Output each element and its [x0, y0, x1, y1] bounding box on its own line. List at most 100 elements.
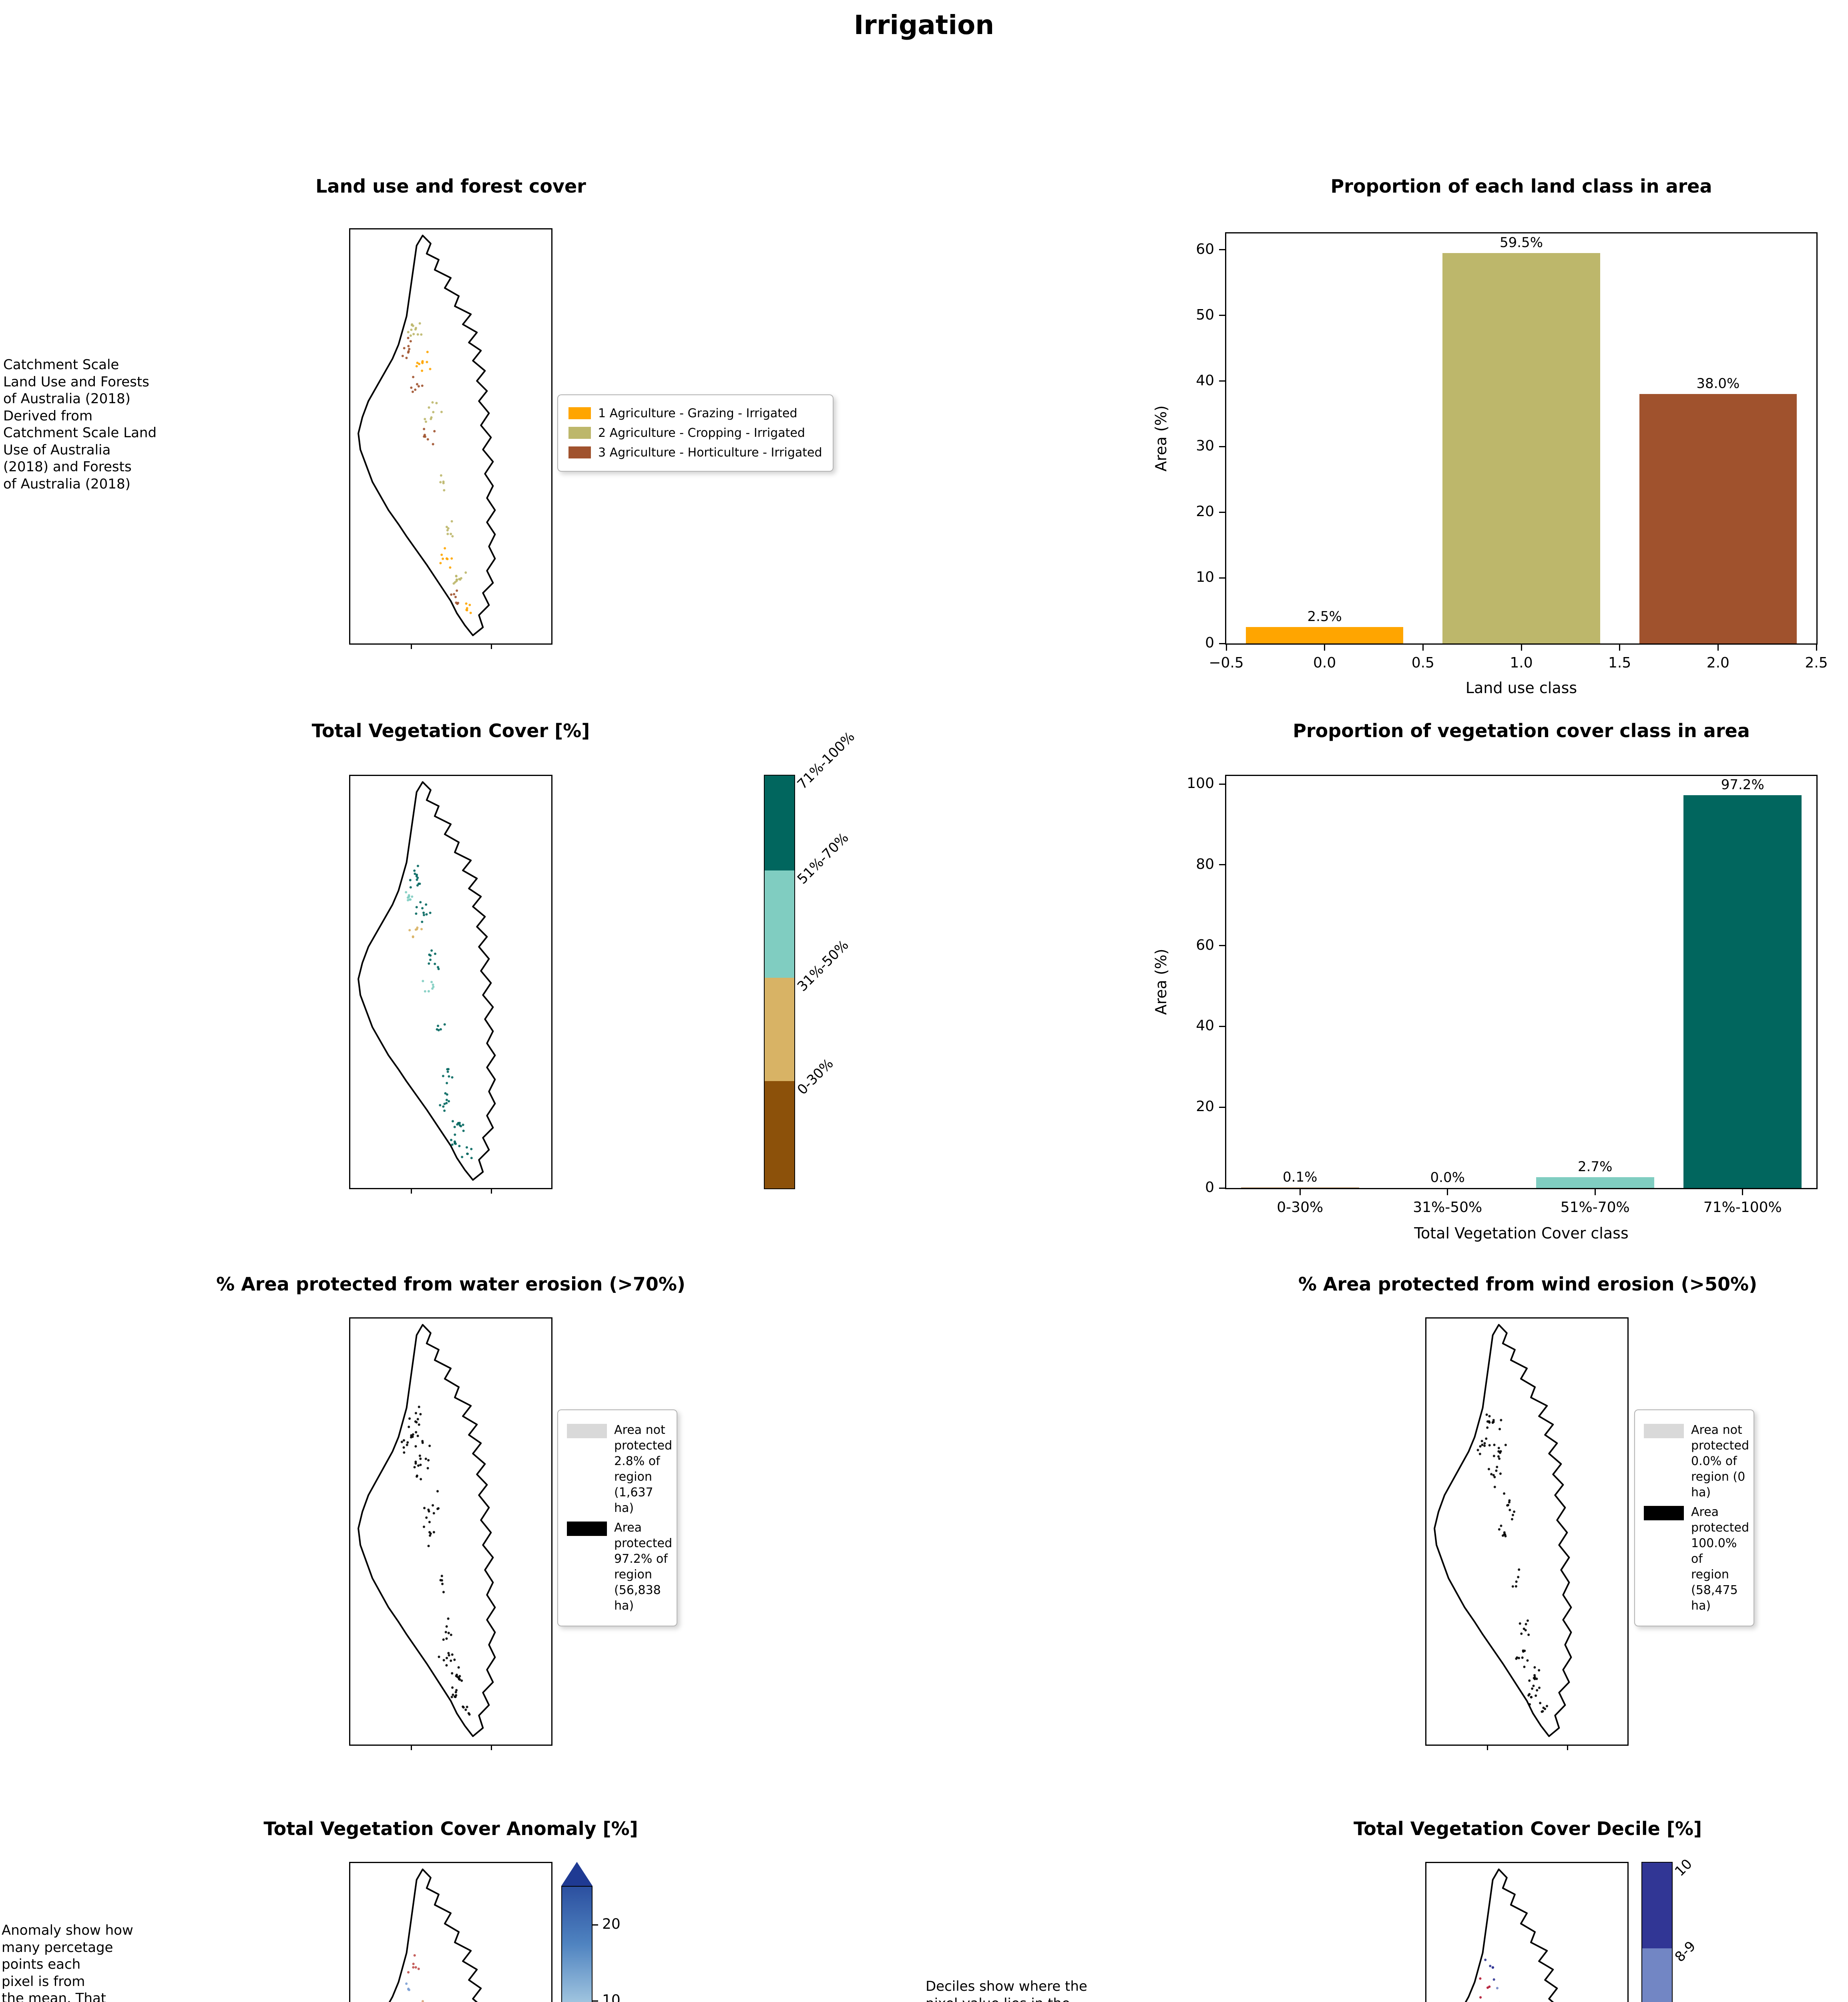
x-tick-label: 51%-70%	[1560, 1199, 1630, 1216]
map-pixel-dot	[450, 593, 453, 596]
map-pixel-dot	[437, 1025, 440, 1027]
map-pixel-dot	[424, 990, 426, 993]
map-pixel-dot	[1484, 1958, 1487, 1961]
map-pixel-dot	[421, 1441, 424, 1444]
map-pixel-dot	[453, 1126, 456, 1128]
map-pixel-dot	[429, 954, 432, 957]
x-tick-label: 71%-100%	[1703, 1199, 1782, 1216]
map-pixel-dot	[407, 351, 410, 354]
map-pixel-dot	[1507, 1504, 1510, 1507]
map-pixel-dot	[428, 406, 430, 409]
map-pixel-dot	[432, 1531, 435, 1534]
map-pixel-dot	[1492, 1978, 1495, 1981]
map-pixel-dot	[445, 1102, 448, 1105]
map-pixel-dot	[447, 527, 450, 530]
map-pixel-dot	[420, 1478, 422, 1481]
map-pixel-dot	[444, 1092, 447, 1095]
y-tick-label: 60	[1196, 241, 1214, 257]
map-pixel-dot	[444, 547, 446, 550]
water-erosion-map	[349, 1317, 552, 1750]
map-pixel-dot	[1498, 1457, 1501, 1460]
map-pixel-dot	[442, 1075, 444, 1077]
y-axis-tick	[1219, 380, 1226, 382]
map-pixel-dot	[1489, 1965, 1492, 1968]
x-axis-tick	[1619, 643, 1621, 651]
colorbar-segment	[765, 870, 794, 978]
map-pixel-dot	[1531, 1687, 1534, 1690]
legend-label: Area not protected 0.0% of region (0 ha)	[1691, 1423, 1750, 1499]
map-pixel-dot	[418, 1405, 420, 1408]
map-pixel-dot	[454, 596, 457, 599]
map-pixel-dot	[1486, 1986, 1489, 1989]
map-pixel-dot	[455, 575, 458, 578]
map-pixel-dot	[435, 402, 438, 404]
map-pixel-dot	[1503, 1492, 1506, 1495]
map-pixel-dot	[421, 361, 424, 364]
map-pixel-dot	[421, 2000, 424, 2002]
map-pixel-dot	[402, 1439, 405, 1442]
map-pixel-dot	[1496, 1987, 1498, 1990]
legend-swatch	[568, 446, 591, 458]
colorbar-segment	[765, 1081, 794, 1188]
x-tick-label: 2.5	[1805, 655, 1828, 671]
map-pixel-dot	[1542, 1707, 1545, 1709]
vegcover-map	[349, 775, 552, 1194]
map-pixel-dot	[1479, 1977, 1482, 1980]
map-pixel-dot	[421, 369, 424, 372]
map-pixel-dot	[1492, 1421, 1495, 1423]
legend-swatch	[1644, 1424, 1684, 1438]
map-pixel-dot	[448, 1654, 450, 1657]
map-pixel-dot	[1533, 1678, 1536, 1680]
y-tick-label: 80	[1196, 856, 1214, 872]
map-pixel-dot	[455, 601, 458, 604]
anomaly-colorbar: 20100−10−20	[561, 1862, 621, 2002]
map-pixel-dot	[416, 1418, 419, 1421]
map-pixel-dot	[452, 582, 455, 585]
map-pixel-dot	[418, 882, 421, 885]
map-pixel-dot	[1527, 1694, 1530, 1697]
map-pixel-dot	[442, 1638, 445, 1641]
legend-label: 3 Agriculture - Horticulture - Irrigated	[598, 446, 822, 460]
bar-value-label: 38.0%	[1696, 376, 1740, 392]
map-pixel-dot	[405, 356, 408, 359]
legend-item: 2 Agriculture - Cropping - Irrigated	[568, 425, 822, 441]
map-pixel-dot	[1480, 1439, 1483, 1443]
map-pixel-dot	[414, 928, 417, 931]
anomaly-explainer-text: Anomaly show how many percetage points e…	[2, 1922, 133, 2002]
vegcover-colorbar: 71%-100% 51%-70% 31%-50% 0-30%	[764, 729, 858, 1189]
map-pixel-dot	[437, 1507, 440, 1510]
x-axis-tick	[1299, 1188, 1301, 1195]
water-erosion-legend: Area not protected 2.8% of region (1,637…	[557, 1409, 677, 1626]
map-pixel-dot	[1517, 1576, 1520, 1578]
map-pixel-dot	[1538, 1669, 1541, 1672]
map-pixel-dot	[440, 1574, 443, 1578]
map-pixel-dot	[442, 1659, 445, 1662]
decile-colorbar: 108-94-72-31	[1641, 1856, 1699, 2002]
map-pixel-dot	[416, 383, 418, 386]
map-pixel-dot	[420, 333, 423, 336]
bar-value-label: 2.7%	[1578, 1158, 1613, 1175]
x-tick-label: 0.0	[1313, 655, 1336, 671]
y-axis-tick	[1219, 577, 1226, 579]
map-pixel-dot	[418, 322, 421, 325]
map-pixel-dot	[1536, 1689, 1539, 1692]
map-pixel-dot	[417, 1464, 420, 1467]
map-pixel-dot	[454, 1142, 456, 1145]
map-pixel-dot	[427, 1508, 430, 1511]
landuse-map-title: Land use and forest cover	[315, 175, 586, 197]
map-pixel-dot	[1488, 1421, 1491, 1424]
map-pixel-dot	[462, 1130, 465, 1132]
map-pixel-dot	[465, 609, 468, 611]
map-pixel-dot	[1511, 1585, 1514, 1588]
map-pixel-dot	[1500, 1524, 1503, 1527]
bar	[1536, 1177, 1654, 1188]
map-pixel-dot	[424, 420, 427, 423]
map-pixel-dot	[1479, 1445, 1482, 1448]
map-pixel-dot	[441, 1582, 444, 1586]
map-pixel-dot	[440, 410, 443, 413]
map-pixel-dot	[419, 1457, 422, 1460]
map-pixel-dot	[424, 435, 427, 438]
map-pixel-dot	[409, 340, 412, 343]
map-pixel-dot	[424, 418, 426, 420]
map-pixel-dot	[1479, 1996, 1482, 1999]
